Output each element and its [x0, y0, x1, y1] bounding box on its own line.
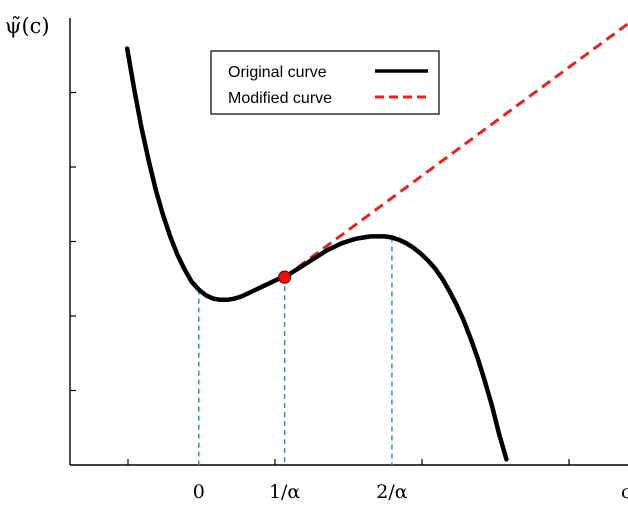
transition-point-marker [278, 270, 292, 284]
x-tick-labels: 0 1/α 2/α [193, 481, 408, 503]
plot-frame [69, 18, 628, 466]
legend-label-original: Original curve [228, 64, 327, 81]
legend-label-modified: Modified curve [228, 90, 332, 107]
x-axis-label: c [621, 481, 628, 503]
series-line-modified [283, 22, 628, 279]
series-line-original [124, 46, 509, 462]
series-layer [124, 22, 628, 462]
legend-box [210, 50, 440, 115]
y-axis-label: ψ̃(c) [5, 14, 50, 38]
reference-lines [198, 237, 393, 465]
x-tick-label: 0 [193, 481, 205, 503]
x-tick-label: 1/α [269, 481, 300, 503]
x-tick-label: 2/α [376, 481, 407, 503]
legend: Original curve Modified curve [210, 50, 440, 115]
y-tick-marks [70, 91, 76, 392]
marker-layer [278, 270, 292, 284]
x-tick-marks [127, 459, 570, 465]
